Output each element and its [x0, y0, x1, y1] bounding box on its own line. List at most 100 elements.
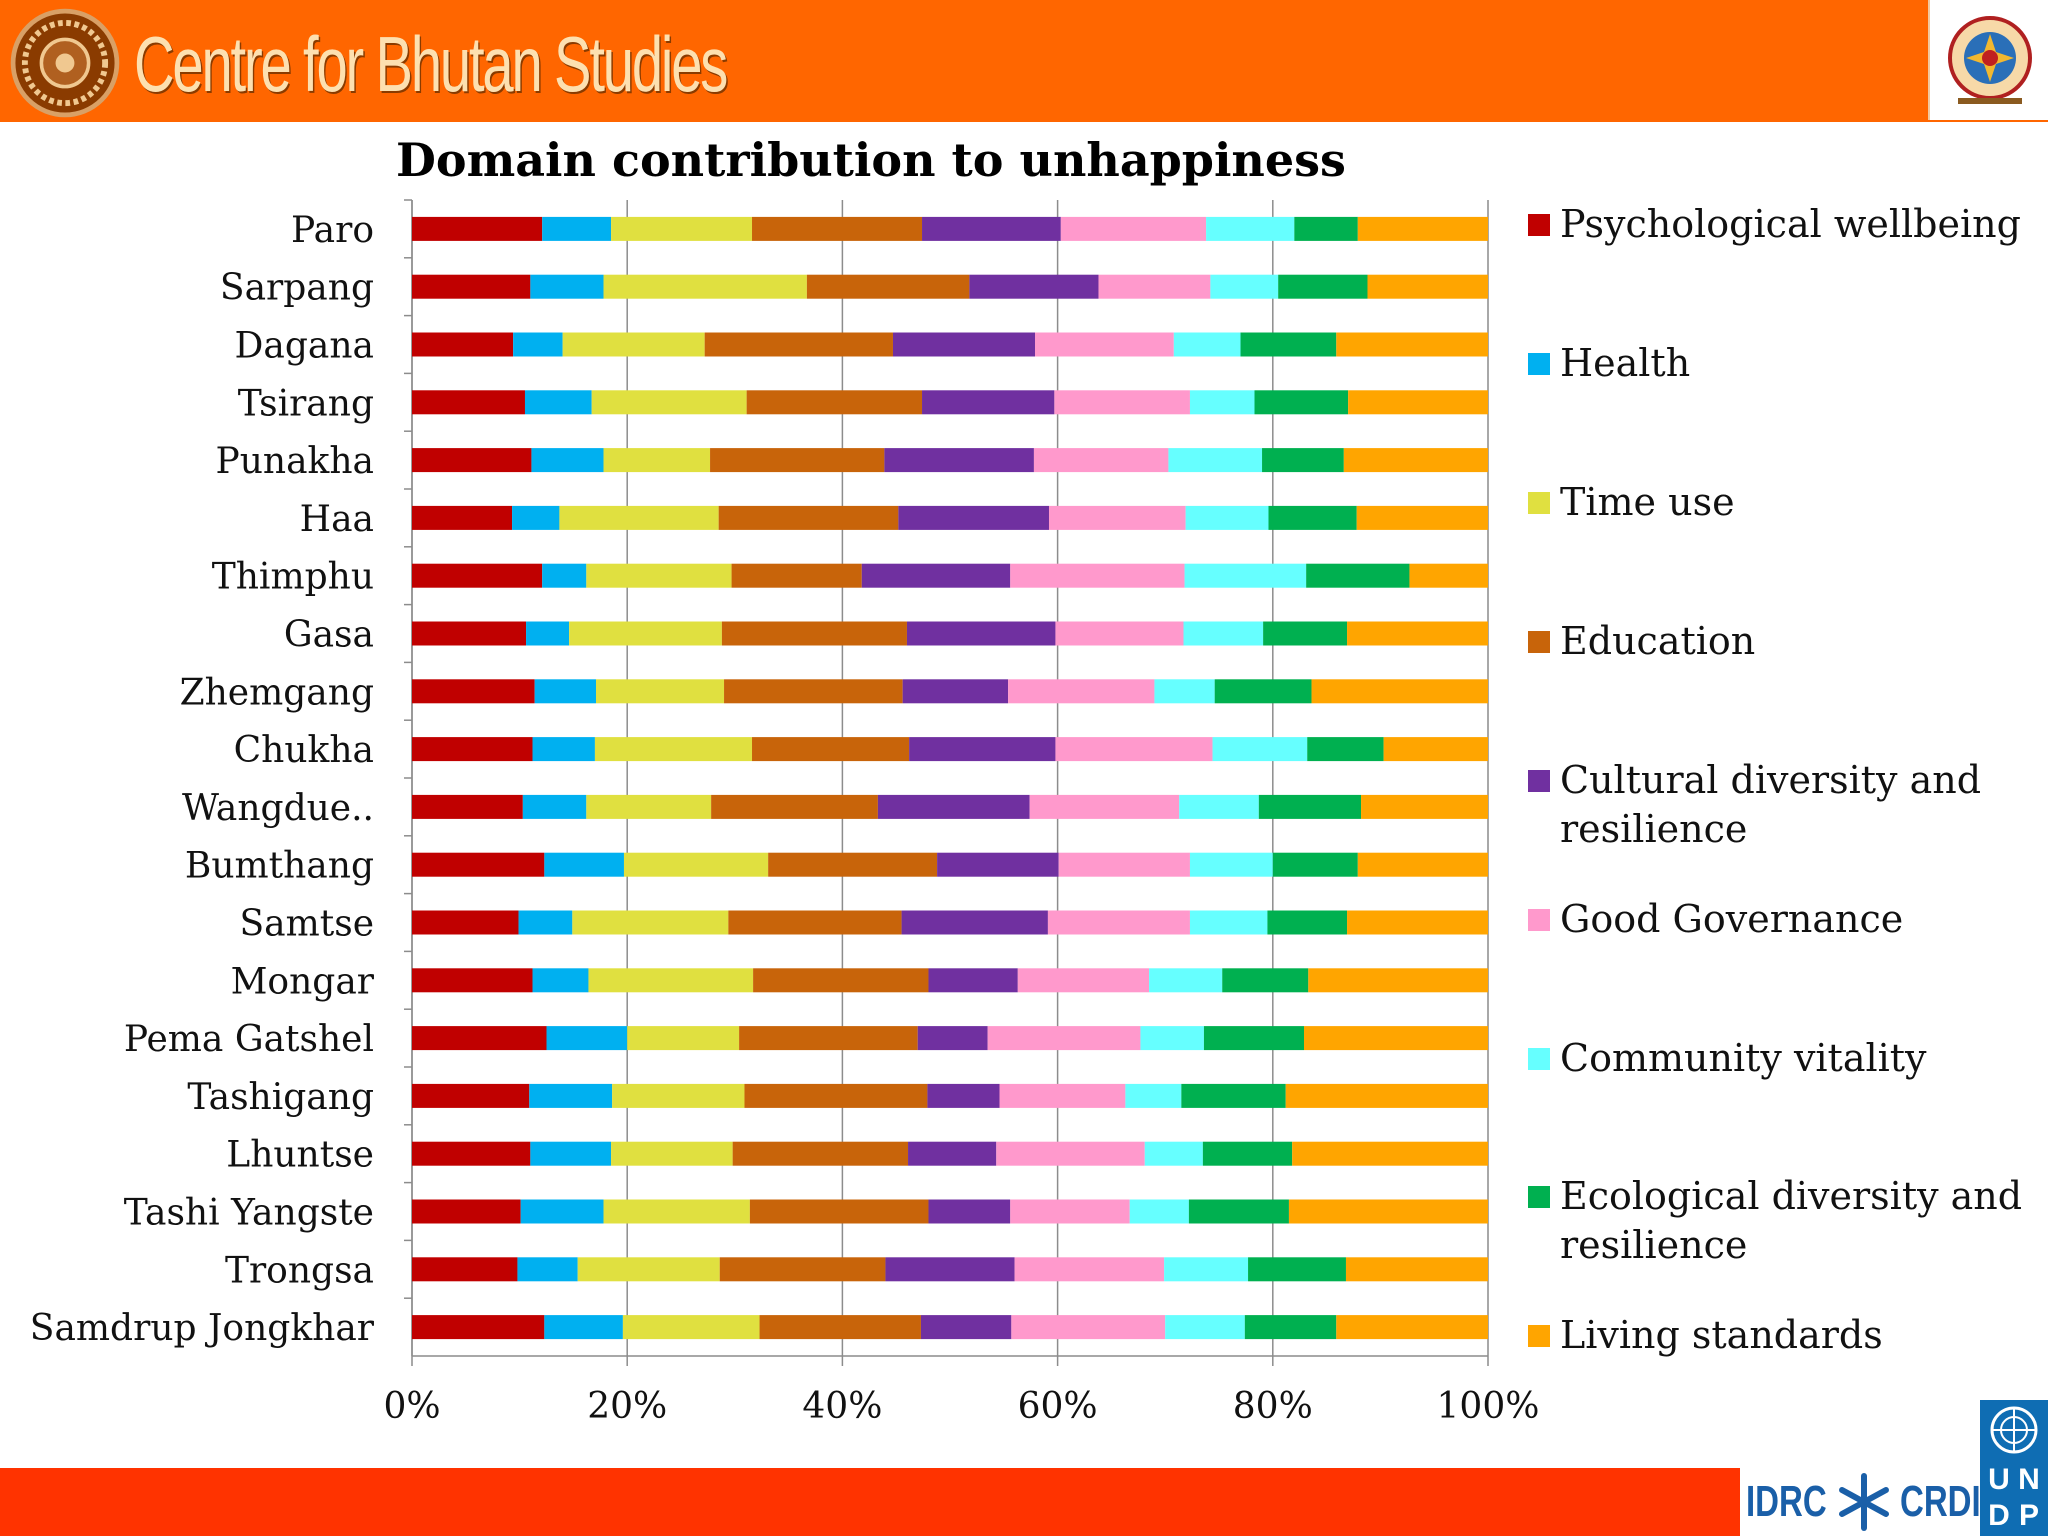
bar-segment — [909, 737, 1056, 762]
bar-segment — [612, 1083, 745, 1108]
bar-segment — [577, 1257, 720, 1282]
bar-segment — [1258, 794, 1362, 819]
y-tick-label: Trongsa — [225, 1250, 374, 1291]
bar-segment — [1058, 852, 1190, 877]
y-tick-label: Tsirang — [238, 383, 374, 424]
bar-segment — [969, 274, 1099, 299]
bar-segment — [412, 1315, 545, 1340]
bar-segment — [412, 852, 545, 877]
bar-segment — [1343, 448, 1488, 473]
bar-segment — [1011, 1315, 1166, 1340]
bar-segment — [412, 332, 514, 357]
bar-segment — [1214, 679, 1312, 704]
bar-segment — [586, 563, 732, 588]
y-tick-label: Pema Gatshel — [124, 1019, 374, 1060]
y-tick-label: Samdrup Jongkhar — [30, 1308, 375, 1349]
bar-segment — [922, 216, 1061, 241]
bar-segment — [588, 968, 754, 993]
bar-segment — [1154, 679, 1215, 704]
bar-segment — [1268, 505, 1357, 530]
bar-segment — [594, 737, 753, 762]
bar-segment — [928, 1199, 1011, 1224]
bar-segment — [892, 332, 1036, 357]
bar-segment — [901, 910, 1048, 935]
bar-segment — [1189, 852, 1273, 877]
legend-label: Good Governance — [1560, 897, 1904, 941]
bar-segment — [544, 852, 624, 877]
legend-label: Education — [1560, 619, 1756, 663]
bar-segment — [1357, 216, 1488, 241]
bar-segment — [1267, 910, 1348, 935]
footer-bar — [0, 1468, 1740, 1536]
legend-label: Ecological diversity and resilience — [1560, 1174, 2023, 1267]
legend-label: Living standards — [1560, 1313, 1883, 1357]
un-globe-icon — [1990, 1406, 2038, 1454]
bar-segment — [884, 448, 1034, 473]
bar-segment — [744, 1083, 928, 1108]
bar-segment — [559, 505, 719, 530]
bar-segment — [1188, 1199, 1289, 1224]
bar-segment — [1189, 390, 1255, 415]
bar-segment — [1356, 505, 1488, 530]
bar-segment — [806, 274, 970, 299]
dharma-wheel-logo-icon — [10, 8, 120, 118]
bar-segment — [1336, 332, 1488, 357]
bar-segment — [412, 505, 513, 530]
bar-segment — [1307, 737, 1384, 762]
bar-segment — [739, 1026, 918, 1051]
y-tick-label: Wangdue.. — [182, 788, 374, 829]
bar-segment — [412, 1083, 530, 1108]
bar-segment — [1212, 737, 1308, 762]
bar-segment — [544, 1315, 623, 1340]
bar-segment — [412, 910, 519, 935]
bar-segment — [412, 448, 532, 473]
bar-segment — [603, 274, 807, 299]
bar-segment — [603, 1199, 750, 1224]
x-tick-label: 40% — [802, 1386, 882, 1427]
bar-segment — [524, 390, 592, 415]
bar-segment — [1014, 1257, 1165, 1282]
bar-segment — [1206, 216, 1295, 241]
bar-segment — [1125, 1083, 1182, 1108]
bar-segment — [1165, 1315, 1245, 1340]
bar-segment — [1168, 448, 1263, 473]
bar-segment — [1254, 390, 1349, 415]
bar-segment — [1311, 679, 1488, 704]
bar-segment — [534, 679, 596, 704]
bar-segment — [530, 274, 604, 299]
bar-segment — [1144, 1141, 1203, 1166]
bar-segment — [908, 1141, 997, 1166]
y-tick-label: Tashigang — [187, 1077, 374, 1118]
y-tick-label: Tashi Yangste — [124, 1193, 374, 1234]
bar-segment — [611, 216, 753, 241]
bar-segment — [987, 1026, 1141, 1051]
bar-segment — [1367, 274, 1488, 299]
bar-segment — [412, 390, 525, 415]
bar-segment — [704, 332, 893, 357]
bar-segment — [906, 621, 1056, 646]
bar-segment — [728, 910, 902, 935]
bar-segment — [1272, 852, 1358, 877]
y-tick-label: Lhuntse — [226, 1135, 374, 1176]
bar-segment — [412, 968, 533, 993]
idrc-star-icon — [1839, 1473, 1889, 1531]
bar-segment — [920, 1315, 1012, 1340]
y-tick-label: Paro — [291, 210, 374, 251]
bar-segment — [562, 332, 705, 357]
bar-segment — [1183, 621, 1264, 646]
bar-segment — [412, 737, 533, 762]
legend-label: Health — [1560, 341, 1691, 385]
bar-segment — [412, 563, 543, 588]
legend-swatch — [1528, 353, 1550, 375]
bar-segment — [1306, 563, 1410, 588]
y-tick-label: Zhemgang — [180, 672, 374, 713]
legend-swatch — [1528, 492, 1550, 514]
bar-segment — [1409, 563, 1488, 588]
bar-segment — [522, 794, 587, 819]
bar-segment — [1181, 1083, 1286, 1108]
bar-segment — [922, 390, 1055, 415]
bar-segment — [1263, 621, 1348, 646]
bar-segment — [412, 679, 535, 704]
bhutan-emblem — [1928, 0, 2048, 120]
bar-segment — [603, 448, 711, 473]
